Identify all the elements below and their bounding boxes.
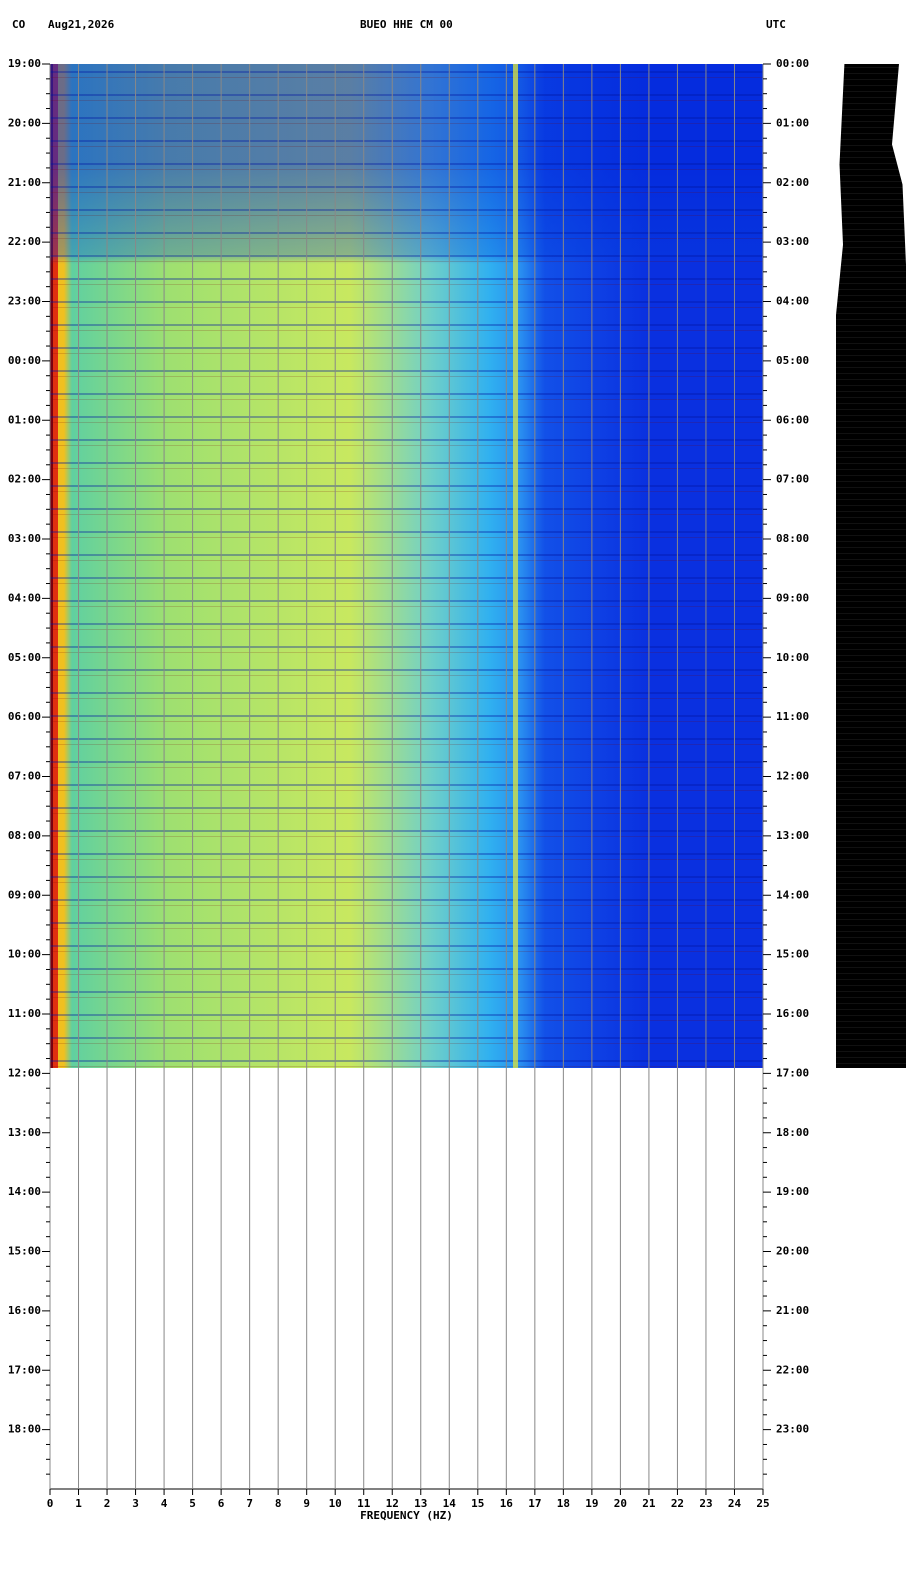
- y2-tick-label: 01:00: [776, 116, 809, 129]
- y-tick-label: 18:00: [8, 1423, 41, 1436]
- x-tick-label: 9: [303, 1497, 310, 1510]
- y-tick-label: 04:00: [8, 591, 41, 604]
- y2-tick-label: 22:00: [776, 1363, 809, 1376]
- y-tick-label: 17:00: [8, 1363, 41, 1376]
- x-tick-label: 14: [443, 1497, 457, 1510]
- y-tick-label: 06:00: [8, 710, 41, 723]
- y2-tick-label: 21:00: [776, 1304, 809, 1317]
- y-tick-label: 12:00: [8, 1066, 41, 1079]
- x-tick-label: 18: [557, 1497, 570, 1510]
- y-tick-label: 09:00: [8, 888, 41, 901]
- x-tick-label: 16: [500, 1497, 514, 1510]
- x-tick-label: 8: [275, 1497, 282, 1510]
- x-tick-label: 2: [104, 1497, 111, 1510]
- y2-tick-label: 20:00: [776, 1245, 809, 1258]
- y2-tick-label: 13:00: [776, 829, 809, 842]
- x-tick-label: 22: [671, 1497, 684, 1510]
- x-tick-label: 25: [756, 1497, 769, 1510]
- y-tick-label: 19:00: [8, 57, 41, 70]
- x-tick-label: 6: [218, 1497, 225, 1510]
- y2-tick-label: 05:00: [776, 354, 809, 367]
- x-tick-label: 4: [161, 1497, 168, 1510]
- y-tick-label: 14:00: [8, 1185, 41, 1198]
- y-tick-label: 10:00: [8, 948, 41, 961]
- y2-tick-label: 00:00: [776, 57, 809, 70]
- y2-tick-label: 11:00: [776, 710, 809, 723]
- y2-tick-label: 23:00: [776, 1423, 809, 1436]
- y-tick-label: 13:00: [8, 1126, 41, 1139]
- x-tick-label: 13: [414, 1497, 427, 1510]
- y2-tick-label: 14:00: [776, 888, 809, 901]
- y2-tick-label: 07:00: [776, 473, 809, 486]
- waveform: [836, 64, 906, 1068]
- y-tick-label: 15:00: [8, 1245, 41, 1258]
- y2-tick-label: 18:00: [776, 1126, 809, 1139]
- y-tick-label: 07:00: [8, 770, 41, 783]
- y-tick-label: 00:00: [8, 354, 41, 367]
- date: Aug21,2026: [48, 18, 115, 31]
- y2-tick-label: 10:00: [776, 651, 809, 664]
- y2-tick-label: 09:00: [776, 591, 809, 604]
- x-tick-label: 7: [246, 1497, 253, 1510]
- y-tick-label: 08:00: [8, 829, 41, 842]
- x-tick-label: 17: [528, 1497, 541, 1510]
- timezone: UTC: [766, 18, 786, 31]
- x-tick-label: 19: [585, 1497, 598, 1510]
- x-tick-label: 21: [642, 1497, 656, 1510]
- x-tick-label: 15: [471, 1497, 484, 1510]
- y-tick-label: 02:00: [8, 473, 41, 486]
- y-tick-label: 05:00: [8, 651, 41, 664]
- x-tick-label: 0: [47, 1497, 54, 1510]
- x-tick-label: 5: [189, 1497, 196, 1510]
- x-tick-label: 20: [614, 1497, 627, 1510]
- x-tick-label: 11: [357, 1497, 371, 1510]
- y2-tick-label: 15:00: [776, 948, 809, 961]
- y2-tick-label: 06:00: [776, 413, 809, 426]
- y-tick-label: 21:00: [8, 176, 41, 189]
- spectrogram-image: [50, 64, 763, 1068]
- y2-tick-label: 03:00: [776, 235, 809, 248]
- y-tick-label: 11:00: [8, 1007, 41, 1020]
- x-tick-label: 3: [132, 1497, 139, 1510]
- y-tick-label: 22:00: [8, 235, 41, 248]
- x-tick-label: 12: [386, 1497, 399, 1510]
- y2-tick-label: 08:00: [776, 532, 809, 545]
- y2-tick-label: 12:00: [776, 770, 809, 783]
- y2-tick-label: 16:00: [776, 1007, 809, 1020]
- x-tick-label: 1: [75, 1497, 82, 1510]
- y-tick-label: 01:00: [8, 413, 41, 426]
- y-tick-label: 23:00: [8, 295, 41, 308]
- y-tick-label: 03:00: [8, 532, 41, 545]
- y2-tick-label: 04:00: [776, 295, 809, 308]
- y2-tick-label: 19:00: [776, 1185, 809, 1198]
- x-tick-label: 24: [728, 1497, 742, 1510]
- y-tick-label: 20:00: [8, 116, 41, 129]
- y2-tick-label: 02:00: [776, 176, 809, 189]
- station: BUEO HHE CM 00: [360, 18, 453, 31]
- x-tick-label: 23: [699, 1497, 712, 1510]
- x-tick-label: 10: [329, 1497, 342, 1510]
- network: CO: [12, 18, 26, 31]
- y-tick-label: 16:00: [8, 1304, 41, 1317]
- x-axis-label: FREQUENCY (HZ): [360, 1509, 453, 1522]
- y2-tick-label: 17:00: [776, 1066, 809, 1079]
